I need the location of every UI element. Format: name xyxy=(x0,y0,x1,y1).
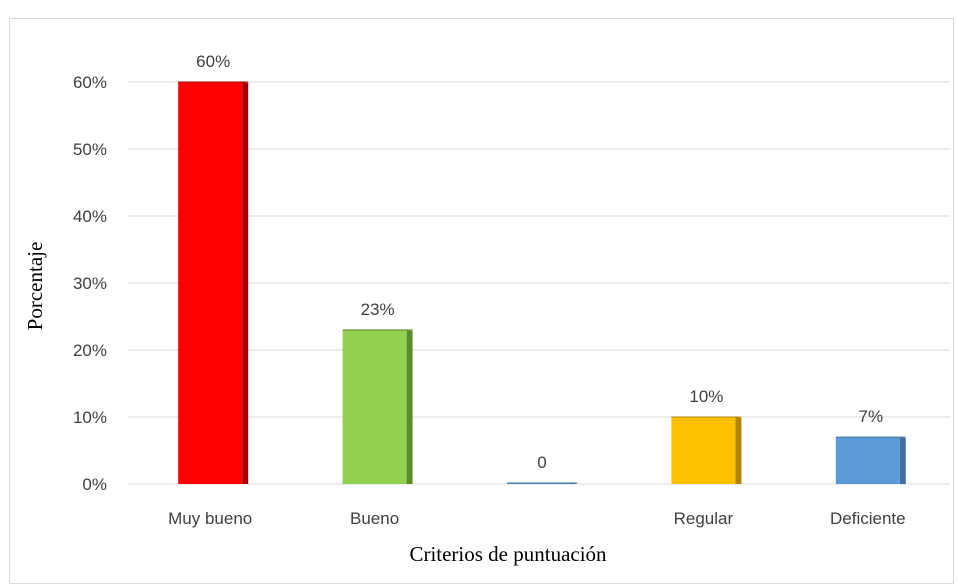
x-tick-label: Deficiente xyxy=(830,509,906,528)
x-axis-ticks: Muy bueno Bueno Regular Deficiente xyxy=(168,509,905,528)
data-label: 10% xyxy=(689,387,723,406)
bar xyxy=(178,82,243,484)
data-label: 7% xyxy=(859,407,884,426)
y-tick-label: 40% xyxy=(73,207,107,226)
bar-side xyxy=(406,329,413,484)
y-tick-label: 60% xyxy=(73,73,107,92)
data-label: 60% xyxy=(196,52,230,71)
bar-side xyxy=(899,437,906,484)
data-label: 23% xyxy=(361,300,395,319)
x-tick-label: Regular xyxy=(674,509,734,528)
y-tick-label: 10% xyxy=(73,408,107,427)
data-label: 0 xyxy=(537,453,546,472)
bars xyxy=(178,81,906,484)
gridlines xyxy=(128,81,950,485)
bar xyxy=(342,329,407,484)
y-tick-label: 50% xyxy=(73,140,107,159)
chart-frame xyxy=(9,18,954,584)
y-axis-title: Porcentaje xyxy=(23,242,47,331)
bar xyxy=(671,417,736,484)
x-tick-label: Bueno xyxy=(350,509,399,528)
y-axis-ticks: 0% 10% 20% 30% 40% 50% 60% xyxy=(73,73,107,494)
data-labels: 60% 23% 0 10% 7% xyxy=(196,52,883,472)
bar-side xyxy=(735,417,742,484)
y-tick-label: 30% xyxy=(73,274,107,293)
bar-side xyxy=(242,82,249,484)
x-axis-title: Criterios de puntuación xyxy=(409,542,607,566)
x-tick-label: Muy bueno xyxy=(168,509,252,528)
y-tick-label: 0% xyxy=(82,475,107,494)
y-tick-label: 20% xyxy=(73,341,107,360)
bar xyxy=(835,437,900,484)
